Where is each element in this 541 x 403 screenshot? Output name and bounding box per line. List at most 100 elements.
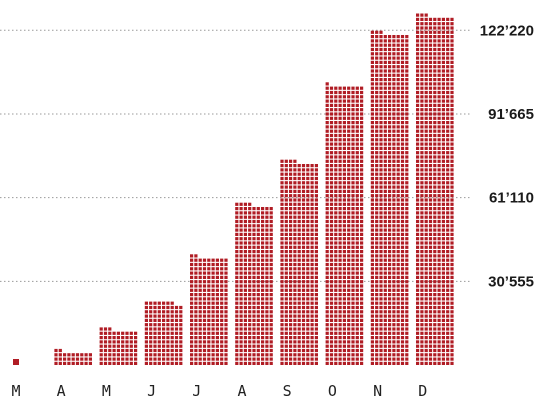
bar-unit: [441, 82, 445, 86]
bar-unit: [220, 344, 224, 348]
bar-unit: [301, 361, 306, 365]
bar-unit: [400, 95, 405, 99]
bar-unit: [215, 357, 219, 361]
bar-unit: [284, 189, 288, 193]
bar-unit: [433, 250, 437, 254]
bar-unit: [383, 47, 387, 52]
bar-unit: [388, 112, 392, 116]
bar-unit: [215, 301, 219, 305]
bar-unit: [441, 258, 445, 262]
bar-unit: [314, 172, 318, 176]
bar-unit: [280, 353, 284, 357]
bar-unit: [252, 357, 256, 361]
bar-unit: [116, 357, 120, 361]
bar-unit: [338, 125, 342, 129]
bar-unit: [405, 275, 409, 279]
bar-unit: [396, 353, 400, 357]
bar-unit: [103, 340, 108, 344]
bar-unit: [198, 353, 202, 357]
bar-unit: [162, 344, 166, 348]
bar-unit: [235, 211, 239, 215]
bar-unit: [375, 301, 379, 305]
bar-unit: [437, 181, 441, 185]
bar-unit: [379, 323, 383, 327]
bar-unit: [170, 310, 174, 314]
bar-unit: [441, 336, 445, 340]
bar-unit: [360, 172, 364, 176]
bar-unit: [144, 331, 148, 335]
bar-unit: [360, 258, 364, 262]
bar-unit: [338, 301, 342, 305]
bar-unit: [388, 207, 392, 211]
bar-unit: [428, 297, 433, 301]
bar-unit: [441, 211, 445, 215]
bar-unit: [375, 86, 379, 90]
bar-unit: [396, 344, 400, 348]
bar-unit: [215, 344, 219, 348]
bar-unit: [306, 237, 310, 241]
bar-unit: [360, 219, 364, 224]
bar-unit: [355, 357, 359, 361]
bar-unit: [284, 262, 288, 267]
bar-unit: [446, 228, 450, 232]
bar-unit: [162, 353, 166, 357]
bar-unit: [405, 254, 409, 258]
bar-unit: [338, 155, 342, 159]
bar-unit: [239, 331, 243, 335]
bar-unit: [202, 344, 207, 348]
bar-unit: [301, 323, 306, 327]
bar-unit: [379, 125, 383, 129]
bar-unit: [166, 318, 170, 322]
bar-unit: [310, 340, 314, 344]
bar-unit: [428, 121, 433, 125]
bar-unit: [220, 305, 224, 310]
bar-unit: [235, 301, 239, 305]
bar-unit: [450, 95, 454, 99]
bar-unit: [220, 314, 224, 318]
bar-unit: [420, 129, 424, 133]
bar-unit: [342, 357, 346, 361]
bar-unit: [314, 318, 318, 322]
bar-unit: [355, 323, 359, 327]
bar-unit: [342, 245, 346, 249]
bar-unit: [306, 241, 310, 245]
bar-unit: [388, 340, 392, 344]
bar-unit: [405, 90, 409, 95]
bar-unit: [334, 198, 338, 202]
bar-unit: [215, 288, 219, 292]
bar-unit: [420, 301, 424, 305]
bar-unit: [446, 69, 450, 73]
bar-unit: [360, 323, 364, 327]
bar-unit: [433, 301, 437, 305]
bar-unit: [428, 43, 433, 47]
bar-unit: [450, 327, 454, 331]
bar-unit: [437, 138, 441, 142]
bar-unit: [351, 323, 355, 327]
bar-unit: [215, 361, 219, 365]
bar-unit: [446, 189, 450, 193]
bar-unit: [446, 65, 450, 69]
bar-unit: [235, 245, 239, 249]
bar-unit: [370, 168, 374, 172]
bar-unit: [424, 181, 428, 185]
bar-unit: [355, 95, 359, 99]
bar-unit: [370, 52, 374, 56]
bar-unit: [433, 207, 437, 211]
bar-unit: [370, 280, 374, 284]
bar-unit: [252, 245, 256, 249]
bar-unit: [396, 125, 400, 129]
bar-unit: [338, 108, 342, 112]
bar-unit: [190, 267, 194, 271]
bar-unit: [416, 43, 420, 47]
bar-unit: [375, 327, 379, 331]
bar-unit: [269, 353, 273, 357]
bar-unit: [342, 90, 346, 95]
bar-unit: [416, 65, 420, 69]
bar-unit: [202, 275, 207, 279]
bar-unit: [108, 331, 112, 335]
bar-unit: [284, 357, 288, 361]
bar-unit: [347, 241, 351, 245]
bar-unit: [424, 357, 428, 361]
bar-unit: [293, 254, 297, 258]
bar-unit: [396, 237, 400, 241]
